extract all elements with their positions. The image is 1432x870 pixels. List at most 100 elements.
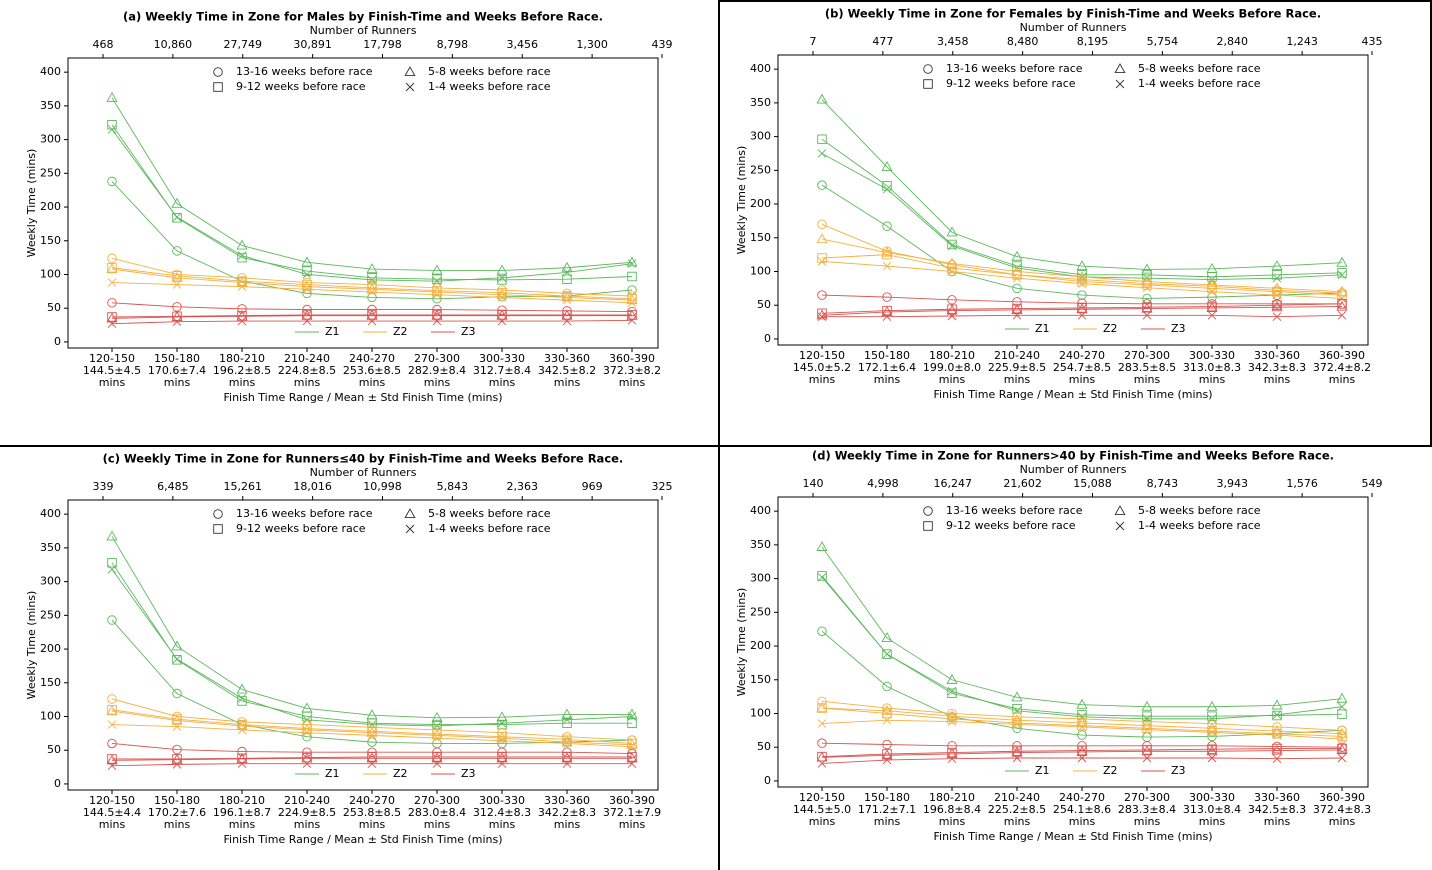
data-point: [1206, 262, 1218, 273]
data-point: [947, 717, 957, 726]
data-point: [1271, 744, 1283, 755]
x-tick-label: 254.1±8.6: [1053, 803, 1111, 816]
legend-label: 9-12 weeks before race: [946, 519, 1076, 532]
series-line: [821, 707, 1343, 737]
data-point: [1337, 299, 1347, 309]
data-point: [562, 715, 572, 725]
x-tick-label: 282.9±8.4: [408, 364, 466, 377]
data-point: [301, 702, 313, 713]
chart-panel: (a) Weekly Time in Zone for Males by Fin…: [25, 10, 673, 405]
x-axis-label: Finish Time Range / Mean ± Std Finish Ti…: [223, 833, 502, 846]
data-point: [366, 752, 378, 763]
data-point: [881, 246, 893, 257]
data-point: [107, 125, 117, 134]
series-line: [111, 124, 633, 281]
data-point: [1142, 725, 1152, 734]
data-point: [1141, 275, 1153, 286]
data-point: [302, 266, 312, 276]
data-point: [366, 709, 378, 720]
plot-frame: [777, 496, 1369, 788]
data-point: [816, 702, 828, 713]
x-tick-label: mins: [809, 815, 836, 828]
data-point: [1337, 702, 1347, 712]
series-line: [111, 97, 633, 271]
data-point: [881, 749, 893, 760]
plot-frame: [777, 54, 1369, 346]
x-tick-label: mins: [554, 818, 581, 831]
data-point: [882, 649, 892, 659]
top-axis-label: Number of Runners: [310, 24, 417, 37]
x-tick-label: 240-270: [349, 794, 395, 807]
legend-marker: [1114, 505, 1126, 516]
data-point: [561, 708, 573, 719]
data-point: [431, 286, 443, 297]
y-tick-label: 250: [40, 608, 61, 621]
data-point: [107, 565, 117, 574]
data-point: [627, 298, 637, 308]
series-line: [821, 303, 1343, 314]
data-point: [237, 725, 247, 735]
x-tick-label: mins: [1134, 373, 1161, 386]
data-point: [1077, 290, 1087, 300]
x-tick-label: mins: [294, 376, 321, 389]
top-tick-label: 4,998: [867, 477, 899, 490]
data-point: [106, 754, 118, 765]
data-point: [1336, 256, 1348, 267]
top-tick-label: 8,480: [1007, 35, 1039, 48]
top-tick-label: 477: [872, 35, 893, 48]
data-point: [497, 275, 507, 285]
data-point: [1011, 746, 1023, 757]
chart-panel: (c) Weekly Time in Zone for Runners≤40 b…: [25, 452, 673, 847]
data-point: [817, 626, 827, 636]
data-point: [1011, 304, 1023, 314]
chart-panel: (d) Weekly Time in Zone for Runners>40 b…: [735, 449, 1383, 844]
y-tick-label: 350: [750, 538, 771, 551]
series-line: [112, 756, 632, 760]
data-point: [817, 572, 827, 582]
chart-title: (a) Weekly Time in Zone for Males by Fin…: [123, 10, 603, 24]
x-tick-label: 210-240: [994, 349, 1040, 362]
x-tick-label: 372.1±7.9: [603, 806, 661, 819]
y-tick-label: 400: [750, 504, 771, 517]
data-point: [1012, 273, 1022, 283]
x-tick-label: 300-330: [479, 794, 525, 807]
x-tick-label: mins: [874, 373, 901, 386]
x-tick-label: 342.5±8.3: [1248, 803, 1306, 816]
x-tick-label: 224.9±8.5: [278, 806, 336, 819]
y-tick-label: 350: [40, 99, 61, 112]
x-tick-label: mins: [359, 376, 386, 389]
data-point: [882, 739, 892, 750]
x-tick-label: 144.5±4.5: [83, 364, 141, 377]
data-point: [947, 295, 957, 305]
data-point: [946, 304, 958, 315]
data-point: [367, 316, 377, 326]
data-point: [1272, 754, 1282, 763]
data-point: [107, 298, 117, 308]
data-point: [947, 239, 957, 250]
legend-label: 13-16 weeks before race: [946, 504, 1083, 517]
data-point: [366, 283, 378, 294]
top-tick-label: 1,576: [1286, 477, 1318, 490]
top-tick-label: 10,860: [154, 38, 193, 51]
data-point: [1337, 734, 1347, 744]
legend-label: 5-8 weeks before race: [428, 507, 551, 520]
data-point: [496, 309, 508, 320]
x-tick-label: 330-360: [1254, 791, 1300, 804]
x-tick-label: 171.2±7.1: [858, 803, 916, 816]
x-tick-label: 240-270: [1059, 349, 1105, 362]
y-axis-label: Weekly Time (mins): [25, 149, 38, 258]
data-point: [1012, 753, 1022, 763]
series-line: [111, 268, 633, 301]
data-point: [1077, 311, 1087, 320]
data-point: [237, 746, 247, 757]
data-point: [1207, 287, 1217, 297]
x-tick-label: mins: [619, 818, 646, 831]
x-tick-label: mins: [164, 376, 191, 389]
data-point: [946, 257, 958, 268]
legend-marker: [405, 524, 415, 534]
x-axis-label: Finish Time Range / Mean ± Std Finish Ti…: [223, 391, 502, 404]
data-point: [1337, 709, 1347, 719]
data-point: [1271, 699, 1283, 710]
y-tick-label: 250: [750, 605, 771, 618]
data-point: [1337, 268, 1347, 278]
